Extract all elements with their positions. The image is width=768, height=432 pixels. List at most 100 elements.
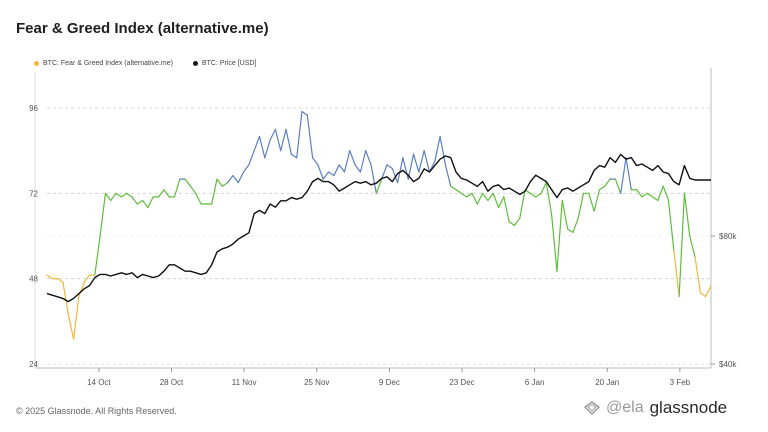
x-tick-label-4: 9 Dec <box>379 378 400 387</box>
fear-greed-segment-70 <box>418 150 425 173</box>
fear-greed-segment-33 <box>221 182 229 187</box>
fear-greed-segment-6 <box>78 281 85 298</box>
fear-greed-segment-109 <box>625 157 632 191</box>
fear-greed-segment-12 <box>110 192 117 202</box>
fear-greed-segment-116 <box>662 185 670 202</box>
fear-greed-segment-83 <box>487 192 494 202</box>
fear-greed-segment-117 <box>667 199 675 251</box>
fear-greed-segment-7 <box>83 274 91 283</box>
y-left-tick-label-24: 24 <box>29 360 38 369</box>
fear-greed-segment-81 <box>476 192 484 205</box>
fear-greed-segment-59 <box>359 150 367 173</box>
y-right-tick-label-0: $40k <box>719 360 737 369</box>
fear-greed-segment-62 <box>375 178 383 194</box>
fear-greed-segment-48 <box>301 110 308 116</box>
fear-greed-segment-111 <box>636 189 643 198</box>
fear-greed-segment-78 <box>460 192 468 198</box>
fear-greed-segment-95 <box>551 214 558 273</box>
fear-greed-segment-87 <box>508 221 516 226</box>
legend: BTC: Fear & Greed Index (alternative.me)… <box>34 60 256 67</box>
fear-greed-segment-108 <box>620 157 627 194</box>
fear-greed-segment-41 <box>264 139 271 159</box>
fear-greed-segment-115 <box>657 185 664 202</box>
x-tick-label-5: 23 Dec <box>449 378 474 387</box>
fear-greed-segment-107 <box>614 178 622 194</box>
fear-greed-segment-77 <box>455 189 462 194</box>
fear-greed-segment-94 <box>545 182 553 216</box>
fear-greed-segment-19 <box>147 196 154 209</box>
legend-dot-fear-greed <box>34 61 39 66</box>
fear-greed-segment-51 <box>317 164 324 180</box>
x-tick-label-6: 6 Jan <box>525 378 545 387</box>
fear-greed-segment-11 <box>104 192 112 202</box>
fear-greed-segment-14 <box>120 192 128 198</box>
fear-greed-segment-4 <box>67 313 75 340</box>
fear-greed-segment-100 <box>577 192 585 219</box>
fear-greed-segment-60 <box>365 150 372 166</box>
fear-greed-segment-32 <box>216 178 223 187</box>
fear-greed-segment-13 <box>115 192 122 198</box>
fear-greed-segment-31 <box>211 178 218 205</box>
fear-greed-segment-35 <box>232 174 239 184</box>
fear-greed-segment-118 <box>673 249 680 298</box>
fear-greed-segment-44 <box>280 128 287 152</box>
glassnode-logo-icon <box>584 401 600 415</box>
fear-greed-segment-73 <box>434 135 441 162</box>
fear-greed-segment-105 <box>604 178 611 187</box>
y-left-tick-label-72: 72 <box>29 189 38 198</box>
fear-greed-segment-99 <box>572 217 579 234</box>
legend-item-price[interactable]: BTC: Price [USD] <box>192 60 257 67</box>
fear-greed-segment-3 <box>62 281 69 315</box>
fear-greed-segment-93 <box>540 182 547 194</box>
fear-greed-segment-76 <box>450 185 457 191</box>
fear-greed-segment-54 <box>333 164 340 177</box>
fear-greed-segment-112 <box>641 192 648 198</box>
fear-greed-segment-36 <box>237 171 245 184</box>
fear-greed-segment-22 <box>163 189 170 198</box>
fear-greed-segment-113 <box>646 192 654 198</box>
fear-greed-segment-92 <box>535 192 542 198</box>
fear-greed-segment-58 <box>354 164 362 173</box>
x-tick-label-1: 28 Oct <box>160 378 184 387</box>
fear-greed-segment-53 <box>327 171 335 177</box>
legend-item-fear-greed[interactable]: BTC: Fear & Greed Index (alternative.me) <box>34 60 173 67</box>
fear-greed-segment-21 <box>157 189 165 198</box>
fear-greed-segment-50 <box>312 157 319 166</box>
fear-greed-segment-114 <box>651 196 659 202</box>
fear-greed-segment-67 <box>402 157 409 180</box>
fear-greed-segment-88 <box>513 217 521 226</box>
fear-greed-segment-102 <box>588 192 595 212</box>
fear-greed-segment-74 <box>439 135 446 166</box>
fear-greed-segment-38 <box>248 150 255 166</box>
x-tick-label-3: 25 Nov <box>304 378 329 387</box>
y-left-tick-label-48: 48 <box>29 275 38 284</box>
legend-label-price: BTC: Price [USD] <box>201 60 257 67</box>
btc-price-line <box>46 153 711 303</box>
fear-greed-segment-34 <box>227 174 234 184</box>
fear-greed-segment-45 <box>285 128 292 155</box>
fear-greed-segment-64 <box>386 164 393 170</box>
fear-greed-segment-37 <box>242 164 250 173</box>
fear-greed-segment-56 <box>343 150 351 173</box>
fear-greed-segment-39 <box>253 135 261 152</box>
x-tick-label-2: 11 Nov <box>232 378 257 387</box>
fear-greed-segment-80 <box>471 192 478 205</box>
legend-dot-price <box>192 61 198 66</box>
fear-greed-segment-119 <box>678 192 686 298</box>
x-tick-label-8: 3 Feb <box>670 378 691 387</box>
fear-greed-segment-9 <box>94 235 101 276</box>
legend-label-fear-greed: BTC: Fear & Greed Index (alternative.me) <box>43 60 173 67</box>
fear-greed-segment-68 <box>407 153 415 180</box>
watermark-brand: glassnode <box>649 398 728 417</box>
x-tick-label-7: 20 Jan <box>595 378 619 387</box>
fear-greed-segment-71 <box>423 150 431 173</box>
fear-greed-segment-82 <box>481 192 489 202</box>
x-tick-label-0: 14 Oct <box>87 378 111 387</box>
fear-greed-segment-40 <box>258 135 266 159</box>
fear-greed-segment-121 <box>689 235 696 258</box>
fear-greed-segment-28 <box>195 192 202 205</box>
fear-greed-segment-98 <box>566 228 574 234</box>
fear-greed-segment-0 <box>46 274 53 280</box>
fear-greed-segment-85 <box>497 196 505 209</box>
